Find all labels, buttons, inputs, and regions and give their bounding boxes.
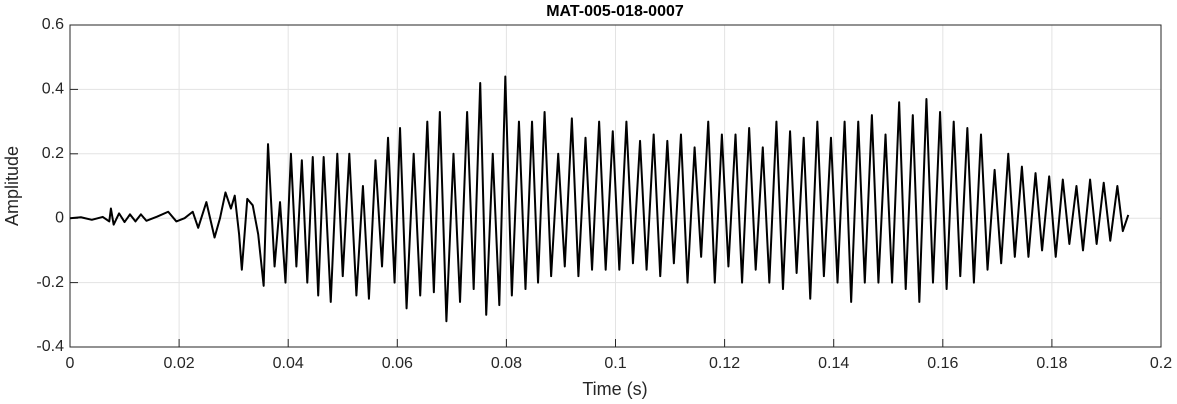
x-tick-label: 0.06 [382, 355, 413, 372]
x-tick-label: 0.12 [709, 355, 740, 372]
axes-box [69, 24, 1162, 348]
x-tick-label: 0.14 [818, 355, 849, 372]
y-tick-label: -0.4 [36, 338, 64, 355]
x-tick-label: 0.18 [1036, 355, 1067, 372]
x-tick-label: 0.02 [164, 355, 195, 372]
y-tick-label: 0.6 [42, 16, 64, 33]
x-axis-label: Time (s) [582, 379, 647, 399]
x-tick-label: 0.08 [491, 355, 522, 372]
x-tick-label: 0.1 [604, 355, 626, 372]
y-tick-label: 0 [55, 209, 64, 226]
y-axis-label: Amplitude [2, 146, 22, 226]
x-tick-label: 0 [66, 355, 75, 372]
x-tick-label: 0.04 [273, 355, 304, 372]
y-tick-label: 0.4 [42, 81, 64, 98]
chart-title: MAT-005-018-0007 [546, 3, 684, 20]
y-tick-label: 0.2 [42, 145, 64, 162]
x-tick-label: 0.16 [927, 355, 958, 372]
waveform-line [69, 75, 1130, 323]
x-tick-label: 0.2 [1150, 355, 1172, 372]
y-tick-label: -0.2 [36, 274, 64, 291]
